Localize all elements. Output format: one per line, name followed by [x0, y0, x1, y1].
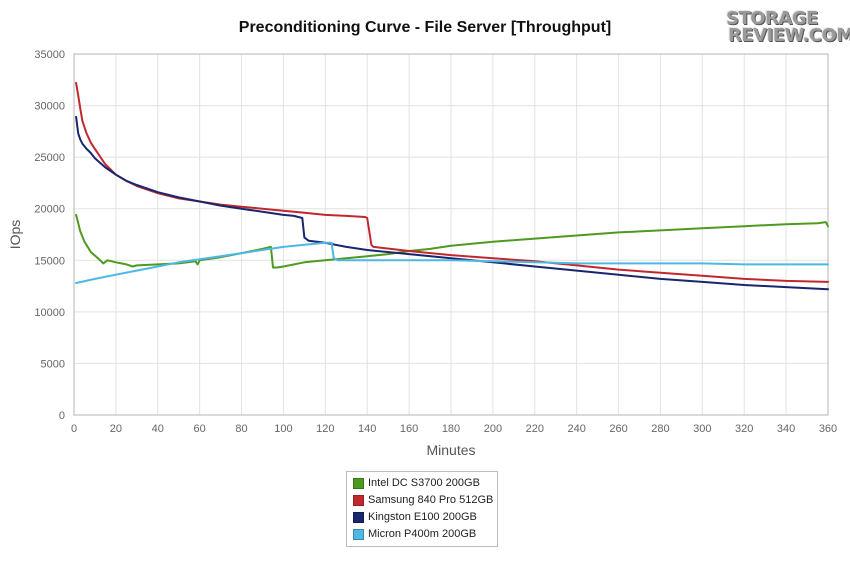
x-tick-label: 300 — [693, 423, 711, 435]
plot-border — [73, 53, 829, 416]
grid — [73, 53, 829, 416]
x-tick-label: 260 — [609, 423, 627, 435]
legend-swatch — [353, 478, 364, 489]
x-tick-label: 120 — [316, 423, 334, 435]
legend-label: Intel DC S3700 200GB — [368, 477, 480, 489]
y-tick-label: 15000 — [34, 255, 65, 267]
x-tick-label: 160 — [400, 423, 418, 435]
y-axis-label: IOps — [7, 220, 23, 250]
logo-line-1: STORAGE — [726, 8, 818, 29]
x-tick-label: 360 — [819, 423, 837, 435]
series-line-4 — [75, 241, 829, 284]
logo-registered-mark: ® — [827, 30, 834, 38]
series-line-2 — [75, 81, 829, 283]
x-tick-label: 280 — [651, 423, 669, 435]
legend-swatch — [353, 529, 364, 540]
legend-label: Samsung 840 Pro 512GB — [368, 494, 494, 506]
x-tick-label: 60 — [194, 423, 206, 435]
series-lines — [75, 81, 829, 291]
legend-swatch — [353, 512, 364, 523]
legend: Intel DC S3700 200GB Samsung 840 Pro 512G… — [346, 471, 498, 547]
x-tick-label: 140 — [358, 423, 376, 435]
storagereview-logo: STORAGE REVIEW.COM ® — [726, 8, 850, 48]
legend-swatch — [353, 495, 364, 506]
y-tick-label: 35000 — [34, 49, 65, 61]
y-tick-label: 5000 — [41, 358, 65, 370]
x-tick-label: 100 — [274, 423, 292, 435]
x-tick-label: 0 — [71, 423, 77, 435]
y-tick-label: 30000 — [34, 101, 65, 113]
x-tick-label: 40 — [152, 423, 164, 435]
legend-label: Kingston E100 200GB — [368, 511, 477, 523]
x-tick-label: 20 — [110, 423, 122, 435]
y-tick-label: 0 — [59, 410, 65, 422]
x-tick-label: 80 — [235, 423, 247, 435]
x-tick-label: 320 — [735, 423, 753, 435]
y-tick-label: 25000 — [34, 152, 65, 164]
x-tick-label: 180 — [442, 423, 460, 435]
x-tick-label: 220 — [526, 423, 544, 435]
series-line-3 — [75, 115, 829, 291]
y-tick-label: 20000 — [34, 204, 65, 216]
x-axis-label: Minutes — [426, 442, 475, 458]
x-tick-label: 200 — [484, 423, 502, 435]
y-tick-label: 10000 — [34, 307, 65, 319]
logo-line-2: REVIEW.COM — [728, 25, 850, 46]
x-tick-label: 340 — [777, 423, 795, 435]
x-axis-ticks: 0 20 40 60 80 100 120 140 160 180 200 220 240 260 280 3… — [71, 423, 837, 435]
legend-label: Micron P400m 200GB — [368, 528, 477, 540]
y-axis-ticks: 0 5000 10000 15000 20000 25000 30000 35000 — [34, 49, 65, 422]
chart-title: Preconditioning Curve - File Server [Thr… — [238, 19, 612, 36]
x-tick-label: 240 — [567, 423, 585, 435]
series-line-1 — [75, 213, 829, 269]
